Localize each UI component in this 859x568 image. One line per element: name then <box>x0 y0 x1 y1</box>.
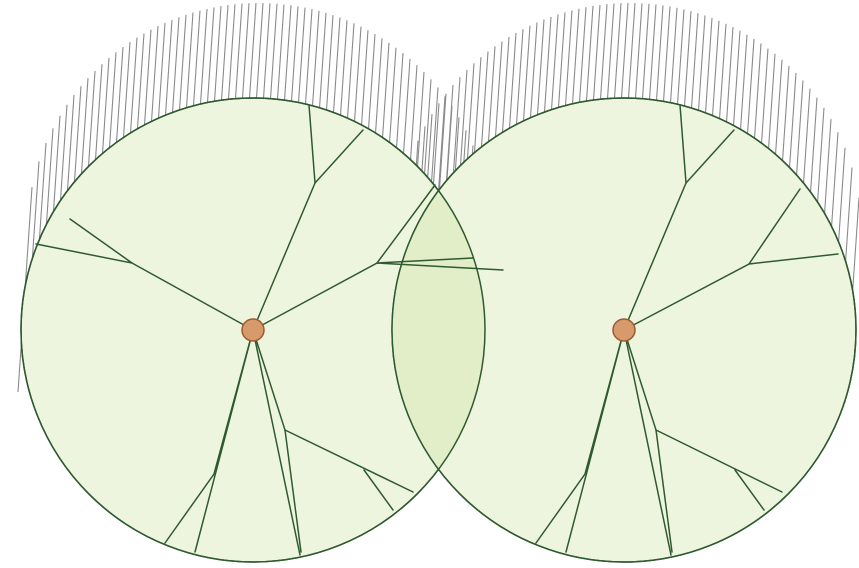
tree-left-branch <box>164 329 254 544</box>
tree-right-branch <box>655 429 673 553</box>
tree-left-branch <box>314 129 364 184</box>
tree-left-branch <box>252 329 301 556</box>
tree-right-outline <box>391 97 857 563</box>
tree-left-branch <box>376 262 504 271</box>
tree-left-branch <box>363 469 394 511</box>
tree-right-branch <box>748 253 839 265</box>
tree-right-trunk <box>612 318 636 342</box>
tree-right-branch <box>535 329 625 544</box>
tree-right-branch <box>734 469 765 511</box>
branch-layer <box>35 104 839 556</box>
tree-left-outline <box>20 97 486 563</box>
tree-left-branch <box>35 243 133 264</box>
trunk-layer <box>241 318 636 342</box>
canopy-layer <box>20 97 857 563</box>
tree-left-trunk <box>241 318 265 342</box>
tree-left-branch <box>376 257 474 264</box>
tree-right-branch <box>685 129 735 184</box>
tree-right-branch <box>623 329 672 556</box>
tree-left-branch <box>284 429 302 553</box>
